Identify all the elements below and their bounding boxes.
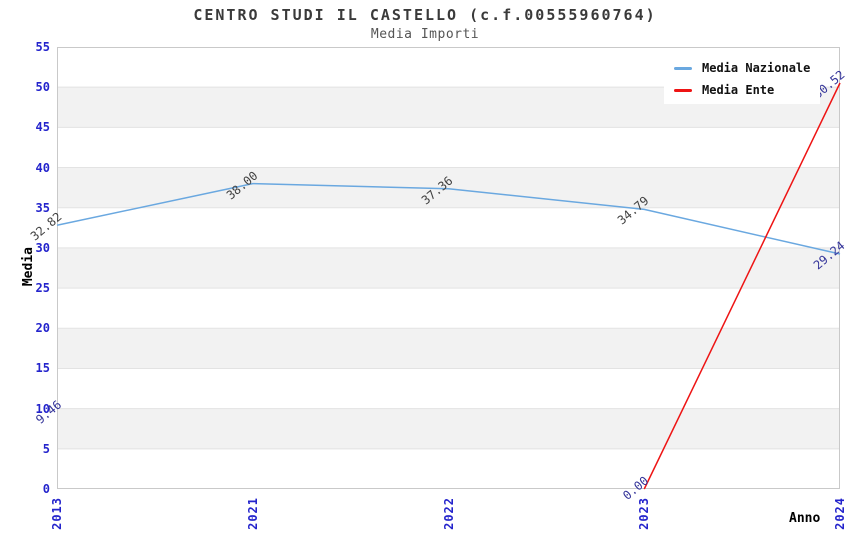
- plot-border: [57, 47, 840, 489]
- x-tick-label: 2021: [245, 497, 260, 530]
- legend-marker-icon: [674, 66, 692, 70]
- x-tick-label: 2022: [441, 497, 456, 530]
- y-tick-label: 35: [35, 200, 50, 215]
- y-tick-label: 30: [35, 240, 50, 255]
- legend-item-media-nazionale[interactable]: Media Nazionale: [674, 60, 810, 76]
- x-tick-label: 2013: [50, 497, 64, 530]
- plot-band: [57, 167, 840, 208]
- y-tick-label: 15: [35, 361, 50, 376]
- x-tick-label: 2023: [637, 497, 652, 530]
- x-tick-label: 2024: [833, 497, 847, 530]
- plot-band: [57, 408, 840, 449]
- y-tick-label: 0: [42, 482, 50, 496]
- chart-title: CENTRO STUDI IL CASTELLO (c.f.0055596076…: [193, 6, 657, 24]
- x-axis-title: Anno: [789, 511, 821, 526]
- y-tick-label: 40: [35, 160, 50, 175]
- chart-subtitle: Media Importi: [370, 27, 480, 42]
- y-tick-label: 50: [35, 80, 50, 95]
- legend: Media Nazionale Media Ente: [664, 54, 821, 104]
- y-axis-title: Media: [21, 247, 36, 287]
- y-tick-label: 5: [42, 441, 50, 456]
- series-line-media-nazionale[interactable]: [56, 182, 841, 255]
- legend-label: Media Nazionale: [702, 61, 811, 75]
- series-line-media-ente[interactable]: [643, 82, 841, 490]
- legend-item-media-ente[interactable]: Media Ente: [674, 82, 810, 98]
- plot-band: [57, 328, 840, 369]
- legend-label: Media Ente: [702, 83, 775, 97]
- y-tick-label: 55: [35, 40, 50, 54]
- y-tick-label: 20: [35, 321, 50, 336]
- legend-marker-icon: [674, 88, 692, 92]
- y-tick-label: 10: [35, 401, 50, 416]
- y-tick-label: 25: [35, 281, 50, 296]
- plot-band: [57, 247, 840, 289]
- y-tick-label: 45: [35, 120, 50, 135]
